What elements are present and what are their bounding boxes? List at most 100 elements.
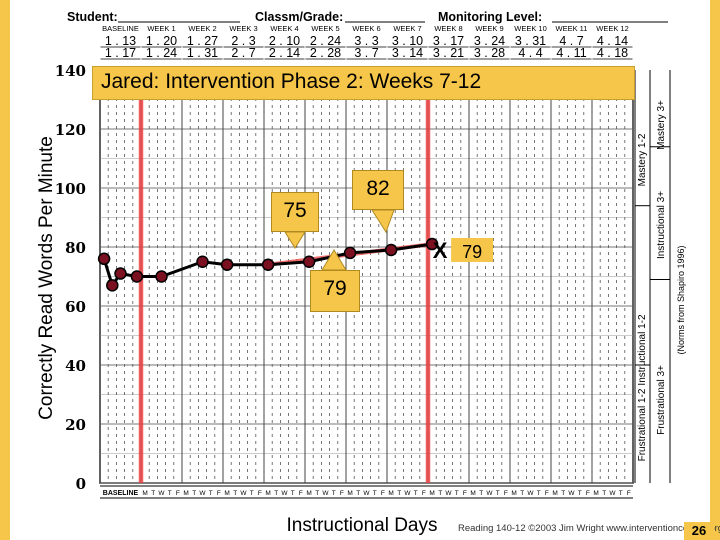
y-tick-label: 80	[65, 239, 86, 257]
y-tick-label: 60	[65, 298, 86, 316]
day-letter: F	[381, 490, 385, 497]
data-point	[220, 258, 234, 271]
callout-79: 79	[310, 270, 360, 312]
day-letter: T	[520, 490, 524, 497]
band-instructional-3: Instructional 3+	[656, 191, 667, 259]
baseline-day-label: BASELINE	[103, 490, 139, 497]
day-letter: T	[438, 490, 442, 497]
y-tick-label: 120	[55, 121, 86, 139]
week-label: WEEK 2	[188, 24, 216, 33]
week-start-date: 1 . 20	[146, 34, 177, 48]
week-start-date: 3 . 24	[474, 34, 505, 48]
week-start-date: 2 . 10	[269, 34, 300, 48]
day-letter: T	[356, 490, 360, 497]
day-letter: T	[602, 490, 606, 497]
day-letter: F	[463, 490, 467, 497]
y-tick-label: 20	[65, 416, 86, 434]
data-point	[106, 279, 119, 292]
slide-right-border	[710, 0, 720, 540]
callout-82-pointer	[371, 209, 395, 234]
week-end-date: 1 . 24	[146, 46, 177, 60]
callout-75: 75	[271, 192, 319, 232]
day-letter: W	[281, 490, 288, 497]
week-end-date: 2 . 28	[310, 46, 341, 60]
day-letter: F	[504, 490, 508, 497]
week-end-date: 3 . 28	[474, 46, 505, 60]
day-letter: T	[619, 490, 623, 497]
week-end-date: 1 . 31	[187, 46, 218, 60]
x-axis-title: Instructional Days	[286, 515, 437, 536]
week-label: BASELINE	[102, 24, 139, 33]
data-point	[155, 270, 168, 283]
day-letter: W	[445, 490, 452, 497]
data-point	[261, 258, 275, 271]
day-letter: M	[142, 490, 147, 497]
day-letter: F	[627, 490, 631, 497]
monitoring-label: Monitoring Level:	[438, 10, 542, 24]
day-letter: M	[388, 490, 393, 497]
week-label: WEEK 6	[352, 24, 380, 33]
day-letter: W	[158, 490, 165, 497]
day-letter: W	[199, 490, 206, 497]
week-label: WEEK 3	[229, 24, 257, 33]
week-label: WEEK 7	[393, 24, 421, 33]
week-start-date: 3 . 31	[515, 34, 546, 48]
week-end-date: 3 . 21	[433, 46, 464, 60]
week-end-date: 4 . 4	[518, 46, 542, 60]
day-letter: T	[397, 490, 401, 497]
week-end-date: 4 . 11	[556, 46, 586, 60]
day-letter: F	[340, 490, 344, 497]
y-axis-title: Correctly Read Words Per Minute	[36, 136, 57, 420]
classroom-label: Classm/Grade:	[255, 10, 343, 24]
callout-75-pointer	[284, 231, 306, 249]
footer-credit: Reading 140-12 ©2003 Jim Wright www.inte…	[458, 523, 720, 534]
day-letter: M	[429, 490, 434, 497]
data-point	[196, 255, 209, 268]
page-number: 26	[684, 522, 714, 540]
slide-left-border	[0, 0, 10, 540]
week-start-date: 1 . 27	[187, 34, 218, 48]
y-tick-label: 140	[55, 62, 86, 80]
day-letter: T	[209, 490, 213, 497]
day-letter: M	[593, 490, 598, 497]
day-letter: T	[168, 490, 172, 497]
day-letter: F	[586, 490, 590, 497]
week-start-date: 1 . 13	[105, 34, 136, 48]
week-label: WEEK 11	[556, 24, 588, 33]
day-letter: M	[306, 490, 311, 497]
norms-source: (Norms from Shapiro 1996)	[676, 245, 686, 354]
week-label: WEEK 12	[596, 24, 629, 33]
day-letter: T	[561, 490, 565, 497]
day-letter: W	[363, 490, 370, 497]
day-letter: T	[455, 490, 459, 497]
week-start-date: 3 . 10	[392, 34, 423, 48]
day-letter: W	[527, 490, 534, 497]
day-letter: M	[224, 490, 229, 497]
day-letter: T	[414, 490, 418, 497]
day-letter: T	[233, 490, 237, 497]
day-letter: F	[217, 490, 221, 497]
day-letter: T	[274, 490, 278, 497]
week-end-date: 1 . 17	[105, 46, 136, 60]
day-letter: M	[552, 490, 557, 497]
day-letter: T	[192, 490, 196, 497]
day-letter: M	[347, 490, 352, 497]
day-letter: W	[568, 490, 575, 497]
callout-82: 82	[352, 170, 404, 210]
chart-title-box: Jared: Intervention Phase 2: Weeks 7-12	[92, 66, 635, 100]
week-label: WEEK 10	[514, 24, 547, 33]
y-tick-label: 0	[76, 475, 86, 493]
day-letter: F	[258, 490, 262, 497]
week-label: WEEK 4	[270, 24, 298, 33]
day-letter: F	[545, 490, 549, 497]
week-end-date: 2 . 7	[231, 46, 255, 60]
data-point	[425, 237, 439, 251]
x-note-label: 79	[462, 242, 482, 262]
week-start-date: 3 . 17	[433, 34, 464, 48]
data-point	[384, 243, 398, 257]
day-letter: W	[609, 490, 616, 497]
day-letter: W	[486, 490, 493, 497]
week-start-date: 3 . 3	[354, 34, 378, 48]
x-note-box	[451, 237, 494, 262]
